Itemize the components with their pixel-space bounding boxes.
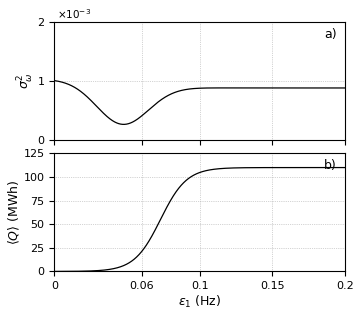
- Y-axis label: $\langle Q\rangle$ (MWh): $\langle Q\rangle$ (MWh): [7, 180, 22, 245]
- Y-axis label: $\sigma_\omega^2$: $\sigma_\omega^2$: [16, 73, 36, 89]
- Text: b): b): [324, 159, 336, 172]
- X-axis label: $\varepsilon_1$ (Hz): $\varepsilon_1$ (Hz): [178, 294, 221, 310]
- Text: $\times 10^{-3}$: $\times 10^{-3}$: [57, 7, 91, 21]
- Text: a): a): [324, 28, 336, 41]
